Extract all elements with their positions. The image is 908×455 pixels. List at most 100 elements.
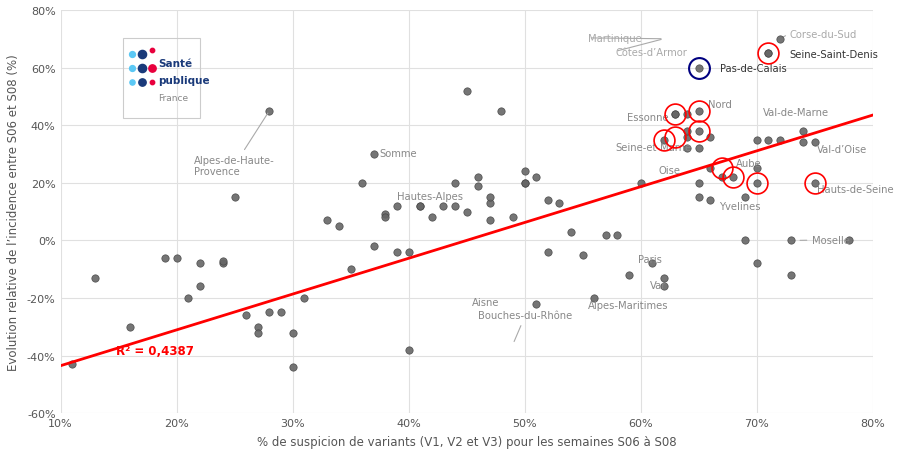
- Point: [552, 200, 567, 207]
- Point: [448, 203, 462, 210]
- Point: [273, 309, 288, 316]
- Text: France: France: [158, 94, 188, 102]
- Point: [144, 65, 159, 72]
- Point: [413, 203, 428, 210]
- Text: Var: Var: [650, 280, 666, 290]
- Y-axis label: Evolution relative de l’incidence entre S06 et S08 (%): Evolution relative de l’incidence entre …: [7, 54, 20, 370]
- Text: Hauts-de-Seine: Hauts-de-Seine: [817, 185, 893, 195]
- Point: [610, 232, 625, 239]
- Point: [807, 180, 822, 187]
- Point: [529, 300, 544, 308]
- Point: [297, 295, 311, 302]
- Point: [482, 200, 497, 207]
- Point: [795, 140, 810, 147]
- Point: [251, 324, 265, 331]
- Point: [343, 266, 358, 273]
- Point: [144, 80, 159, 87]
- Point: [227, 194, 242, 202]
- Point: [691, 128, 706, 135]
- Point: [656, 283, 671, 290]
- Point: [726, 174, 741, 181]
- Point: [390, 203, 404, 210]
- Point: [216, 260, 231, 268]
- Point: [124, 51, 139, 58]
- Point: [529, 174, 544, 181]
- Point: [703, 134, 717, 141]
- Point: [691, 180, 706, 187]
- Point: [738, 194, 753, 202]
- Point: [124, 65, 139, 72]
- Point: [482, 194, 497, 202]
- Point: [691, 65, 706, 72]
- Point: [262, 108, 277, 115]
- Point: [785, 237, 799, 244]
- Point: [749, 180, 764, 187]
- Text: Martinique: Martinique: [588, 34, 642, 44]
- Point: [285, 364, 300, 371]
- Point: [540, 249, 555, 256]
- Text: Aisne: Aisne: [472, 298, 500, 308]
- Point: [691, 145, 706, 152]
- Point: [668, 111, 683, 118]
- Point: [668, 111, 683, 118]
- Point: [436, 203, 450, 210]
- X-axis label: % de suspicion de variants (V1, V2 et V3) pour les semaines S06 à S08: % de suspicion de variants (V1, V2 et V3…: [257, 435, 676, 448]
- Point: [761, 136, 775, 144]
- Point: [738, 237, 753, 244]
- Point: [656, 275, 671, 282]
- Text: Bouches-du-Rhône: Bouches-du-Rhône: [479, 311, 572, 342]
- Point: [367, 243, 381, 250]
- Text: Somme: Somme: [380, 148, 417, 158]
- Point: [795, 128, 810, 135]
- Point: [134, 65, 149, 72]
- Point: [680, 128, 695, 135]
- Text: Seine-Saint-Denis: Seine-Saint-Denis: [789, 50, 878, 60]
- Point: [518, 180, 532, 187]
- Text: Nord: Nord: [708, 99, 732, 109]
- Point: [321, 217, 335, 224]
- Text: Corse-du-Sud: Corse-du-Sud: [789, 30, 856, 40]
- Point: [285, 329, 300, 337]
- Text: Moselle: Moselle: [800, 235, 850, 245]
- Point: [262, 309, 277, 316]
- Point: [691, 194, 706, 202]
- Point: [703, 197, 717, 204]
- Point: [494, 108, 508, 115]
- Text: Yvelines: Yvelines: [719, 202, 761, 212]
- Point: [448, 180, 462, 187]
- Point: [773, 36, 787, 43]
- Point: [64, 361, 79, 368]
- Text: Val-d’Oise: Val-d’Oise: [817, 145, 867, 154]
- Point: [598, 232, 613, 239]
- Text: Aube: Aube: [735, 159, 762, 169]
- Point: [807, 140, 822, 147]
- Point: [634, 180, 648, 187]
- Point: [471, 182, 486, 190]
- Point: [773, 136, 787, 144]
- Point: [761, 51, 775, 58]
- Point: [471, 174, 486, 181]
- Point: [390, 249, 404, 256]
- Point: [401, 249, 416, 256]
- Point: [785, 272, 799, 279]
- Point: [124, 80, 139, 87]
- Point: [134, 51, 149, 58]
- Point: [761, 51, 775, 58]
- Point: [251, 329, 265, 337]
- Point: [482, 217, 497, 224]
- Text: Alpes-de-Haute-
Provence: Alpes-de-Haute- Provence: [194, 114, 275, 177]
- Point: [192, 260, 207, 268]
- Point: [459, 208, 474, 216]
- Text: Alpes-Maritimes: Alpes-Maritimes: [588, 301, 669, 311]
- Point: [378, 212, 392, 219]
- Point: [656, 136, 671, 144]
- Point: [645, 260, 659, 268]
- Point: [239, 312, 253, 319]
- Point: [540, 197, 555, 204]
- Point: [749, 136, 764, 144]
- Point: [749, 165, 764, 172]
- Point: [88, 275, 103, 282]
- Text: publique: publique: [158, 76, 210, 86]
- Text: Oise: Oise: [658, 166, 680, 176]
- Point: [169, 254, 183, 262]
